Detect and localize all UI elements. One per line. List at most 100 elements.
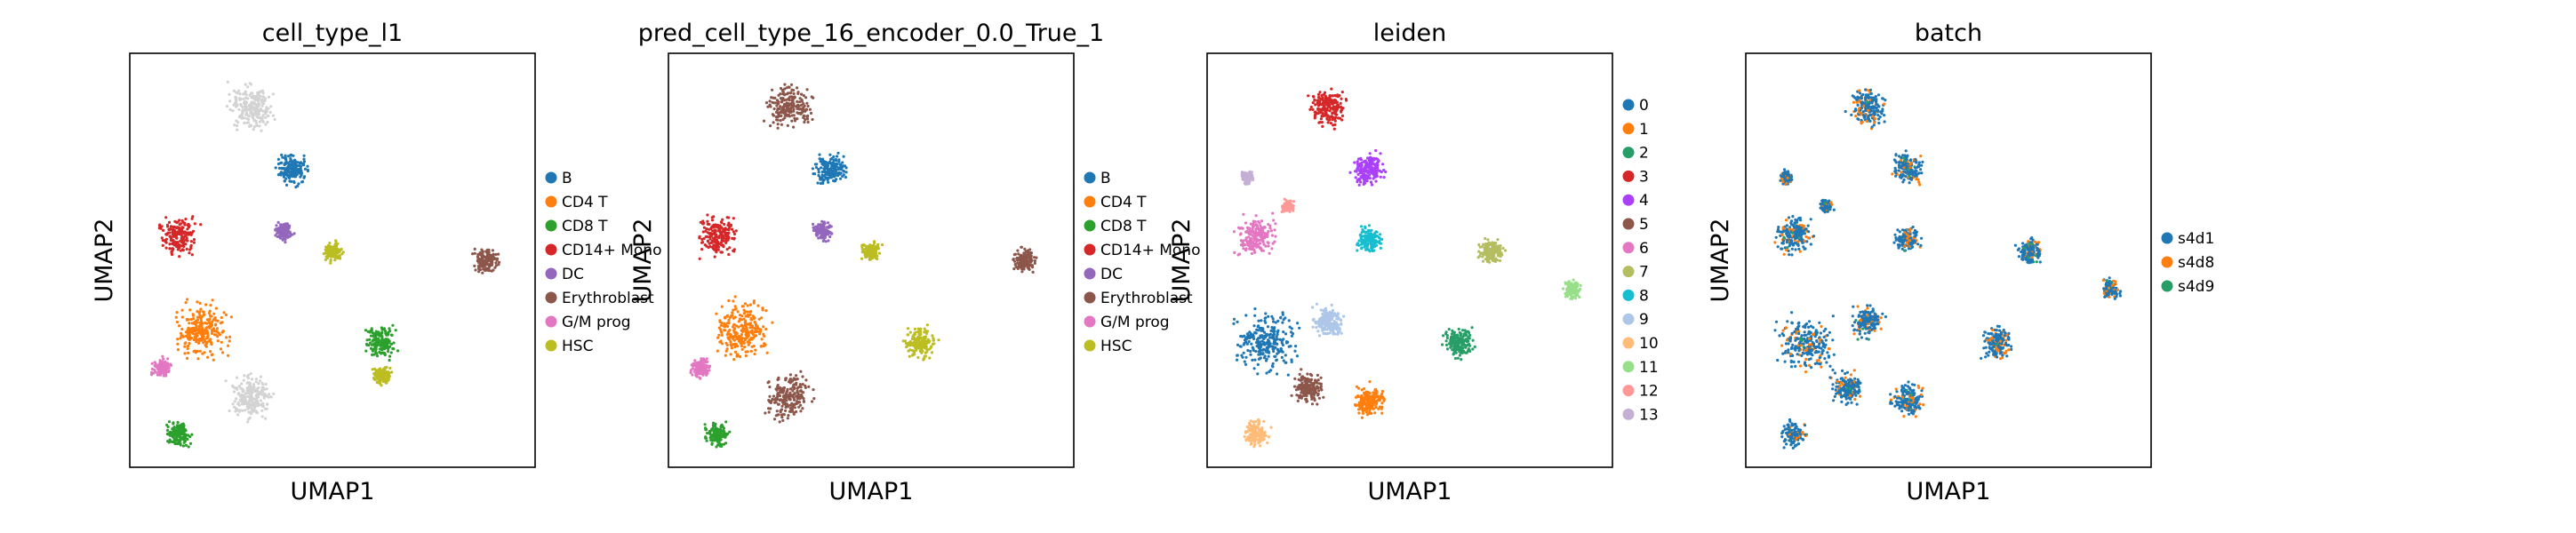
- scatter-point: [192, 350, 196, 354]
- scatter-point: [872, 240, 876, 243]
- scatter-point: [783, 83, 787, 86]
- scatter-point: [711, 236, 716, 240]
- scatter-point: [727, 216, 731, 219]
- scatter-point: [1242, 243, 1245, 246]
- scatter-point: [184, 334, 188, 338]
- scatter-point: [1481, 255, 1484, 259]
- scatter-point: [823, 169, 827, 172]
- scatter-point: [925, 350, 929, 354]
- x-axis-label: UMAP1: [829, 478, 914, 505]
- scatter-point: [873, 245, 876, 249]
- scatter-point: [774, 115, 779, 119]
- scatter-point: [372, 353, 376, 356]
- scatter-point: [708, 364, 712, 368]
- scatter-point: [158, 359, 162, 362]
- scatter-point: [235, 100, 238, 104]
- scatter-point: [235, 376, 239, 379]
- scatter-point: [241, 409, 244, 412]
- scatter-point: [232, 103, 236, 107]
- scatter-point: [244, 113, 248, 116]
- scatter-point: [762, 345, 765, 348]
- scatter-point: [202, 338, 205, 341]
- scatter-point: [724, 323, 727, 327]
- scatter-point: [1016, 266, 1020, 270]
- scatter-point: [198, 321, 202, 324]
- scatter-point: [775, 104, 779, 107]
- scatter-point: [772, 418, 777, 421]
- scatter-point: [711, 428, 716, 433]
- scatter-point: [1254, 227, 1258, 231]
- scatter-point: [778, 420, 781, 424]
- scatter-point: [260, 99, 263, 102]
- scatter-point: [188, 251, 191, 255]
- scatter-point: [1261, 249, 1265, 252]
- scatter-point: [1309, 105, 1313, 109]
- scatter-point: [788, 91, 793, 95]
- scatter-point: [788, 403, 792, 407]
- scatter-point: [759, 345, 763, 348]
- scatter-point: [490, 258, 494, 261]
- scatter-point: [474, 268, 477, 272]
- scatter-point: [1323, 108, 1326, 112]
- scatter-point: [1495, 259, 1500, 262]
- scatter-point: [788, 373, 793, 377]
- scatter-point: [1033, 259, 1036, 263]
- scatter-point: [799, 403, 803, 407]
- scatter-point: [225, 105, 228, 108]
- scatter-point: [725, 314, 730, 317]
- scatter-point: [204, 303, 208, 306]
- scatter-point: [748, 322, 752, 325]
- scatter-point: [149, 373, 154, 377]
- scatter-point: [756, 326, 760, 330]
- scatter-point: [206, 355, 210, 359]
- scatter-point: [1374, 148, 1378, 153]
- scatter-point: [802, 94, 805, 98]
- scatter-point: [179, 222, 182, 226]
- scatter-point: [232, 390, 236, 394]
- scatter-point: [746, 310, 749, 314]
- scatter-point: [824, 176, 828, 179]
- scatter-point: [374, 347, 378, 351]
- scatter-point: [1020, 245, 1023, 249]
- scatter-point: [801, 407, 804, 410]
- scatter-point: [242, 389, 245, 393]
- scatter-point: [378, 339, 381, 343]
- scatter-point: [298, 164, 301, 168]
- scatter-point: [164, 237, 168, 241]
- scatter-point: [733, 350, 738, 354]
- scatter-point: [236, 401, 240, 404]
- scatter-point: [188, 442, 193, 445]
- scatter-point: [186, 356, 189, 360]
- scatter-point: [210, 342, 213, 346]
- scatter-point: [231, 384, 235, 387]
- scatter-point: [1252, 231, 1256, 235]
- scatter-point: [227, 344, 230, 347]
- scatter-point: [1339, 101, 1342, 105]
- scatter-point: [497, 252, 500, 256]
- scatter-point: [709, 226, 714, 229]
- scatter-point: [822, 224, 826, 227]
- scatter-point: [779, 97, 783, 100]
- scatter-point: [908, 330, 912, 334]
- scatter-point: [1242, 212, 1245, 216]
- scatter-point: [1311, 107, 1315, 111]
- scatter-point: [490, 260, 493, 264]
- scatter-point: [481, 258, 484, 262]
- scatter-point: [826, 171, 829, 174]
- scatter-point: [1266, 234, 1269, 237]
- scatter-point: [162, 370, 165, 374]
- scatter-point: [276, 235, 280, 239]
- scatter-point: [291, 168, 294, 171]
- scatter-point: [237, 107, 241, 111]
- scatter-point: [380, 336, 384, 339]
- scatter-point: [837, 171, 841, 174]
- scatter-point: [1260, 233, 1263, 236]
- scatter-point: [196, 334, 199, 338]
- scatter-point: [910, 343, 914, 346]
- scatter-point: [389, 342, 393, 346]
- scatter-point: [931, 342, 935, 346]
- scatter-point: [692, 362, 695, 365]
- scatter-point: [1254, 214, 1258, 218]
- scatter-point: [733, 315, 737, 319]
